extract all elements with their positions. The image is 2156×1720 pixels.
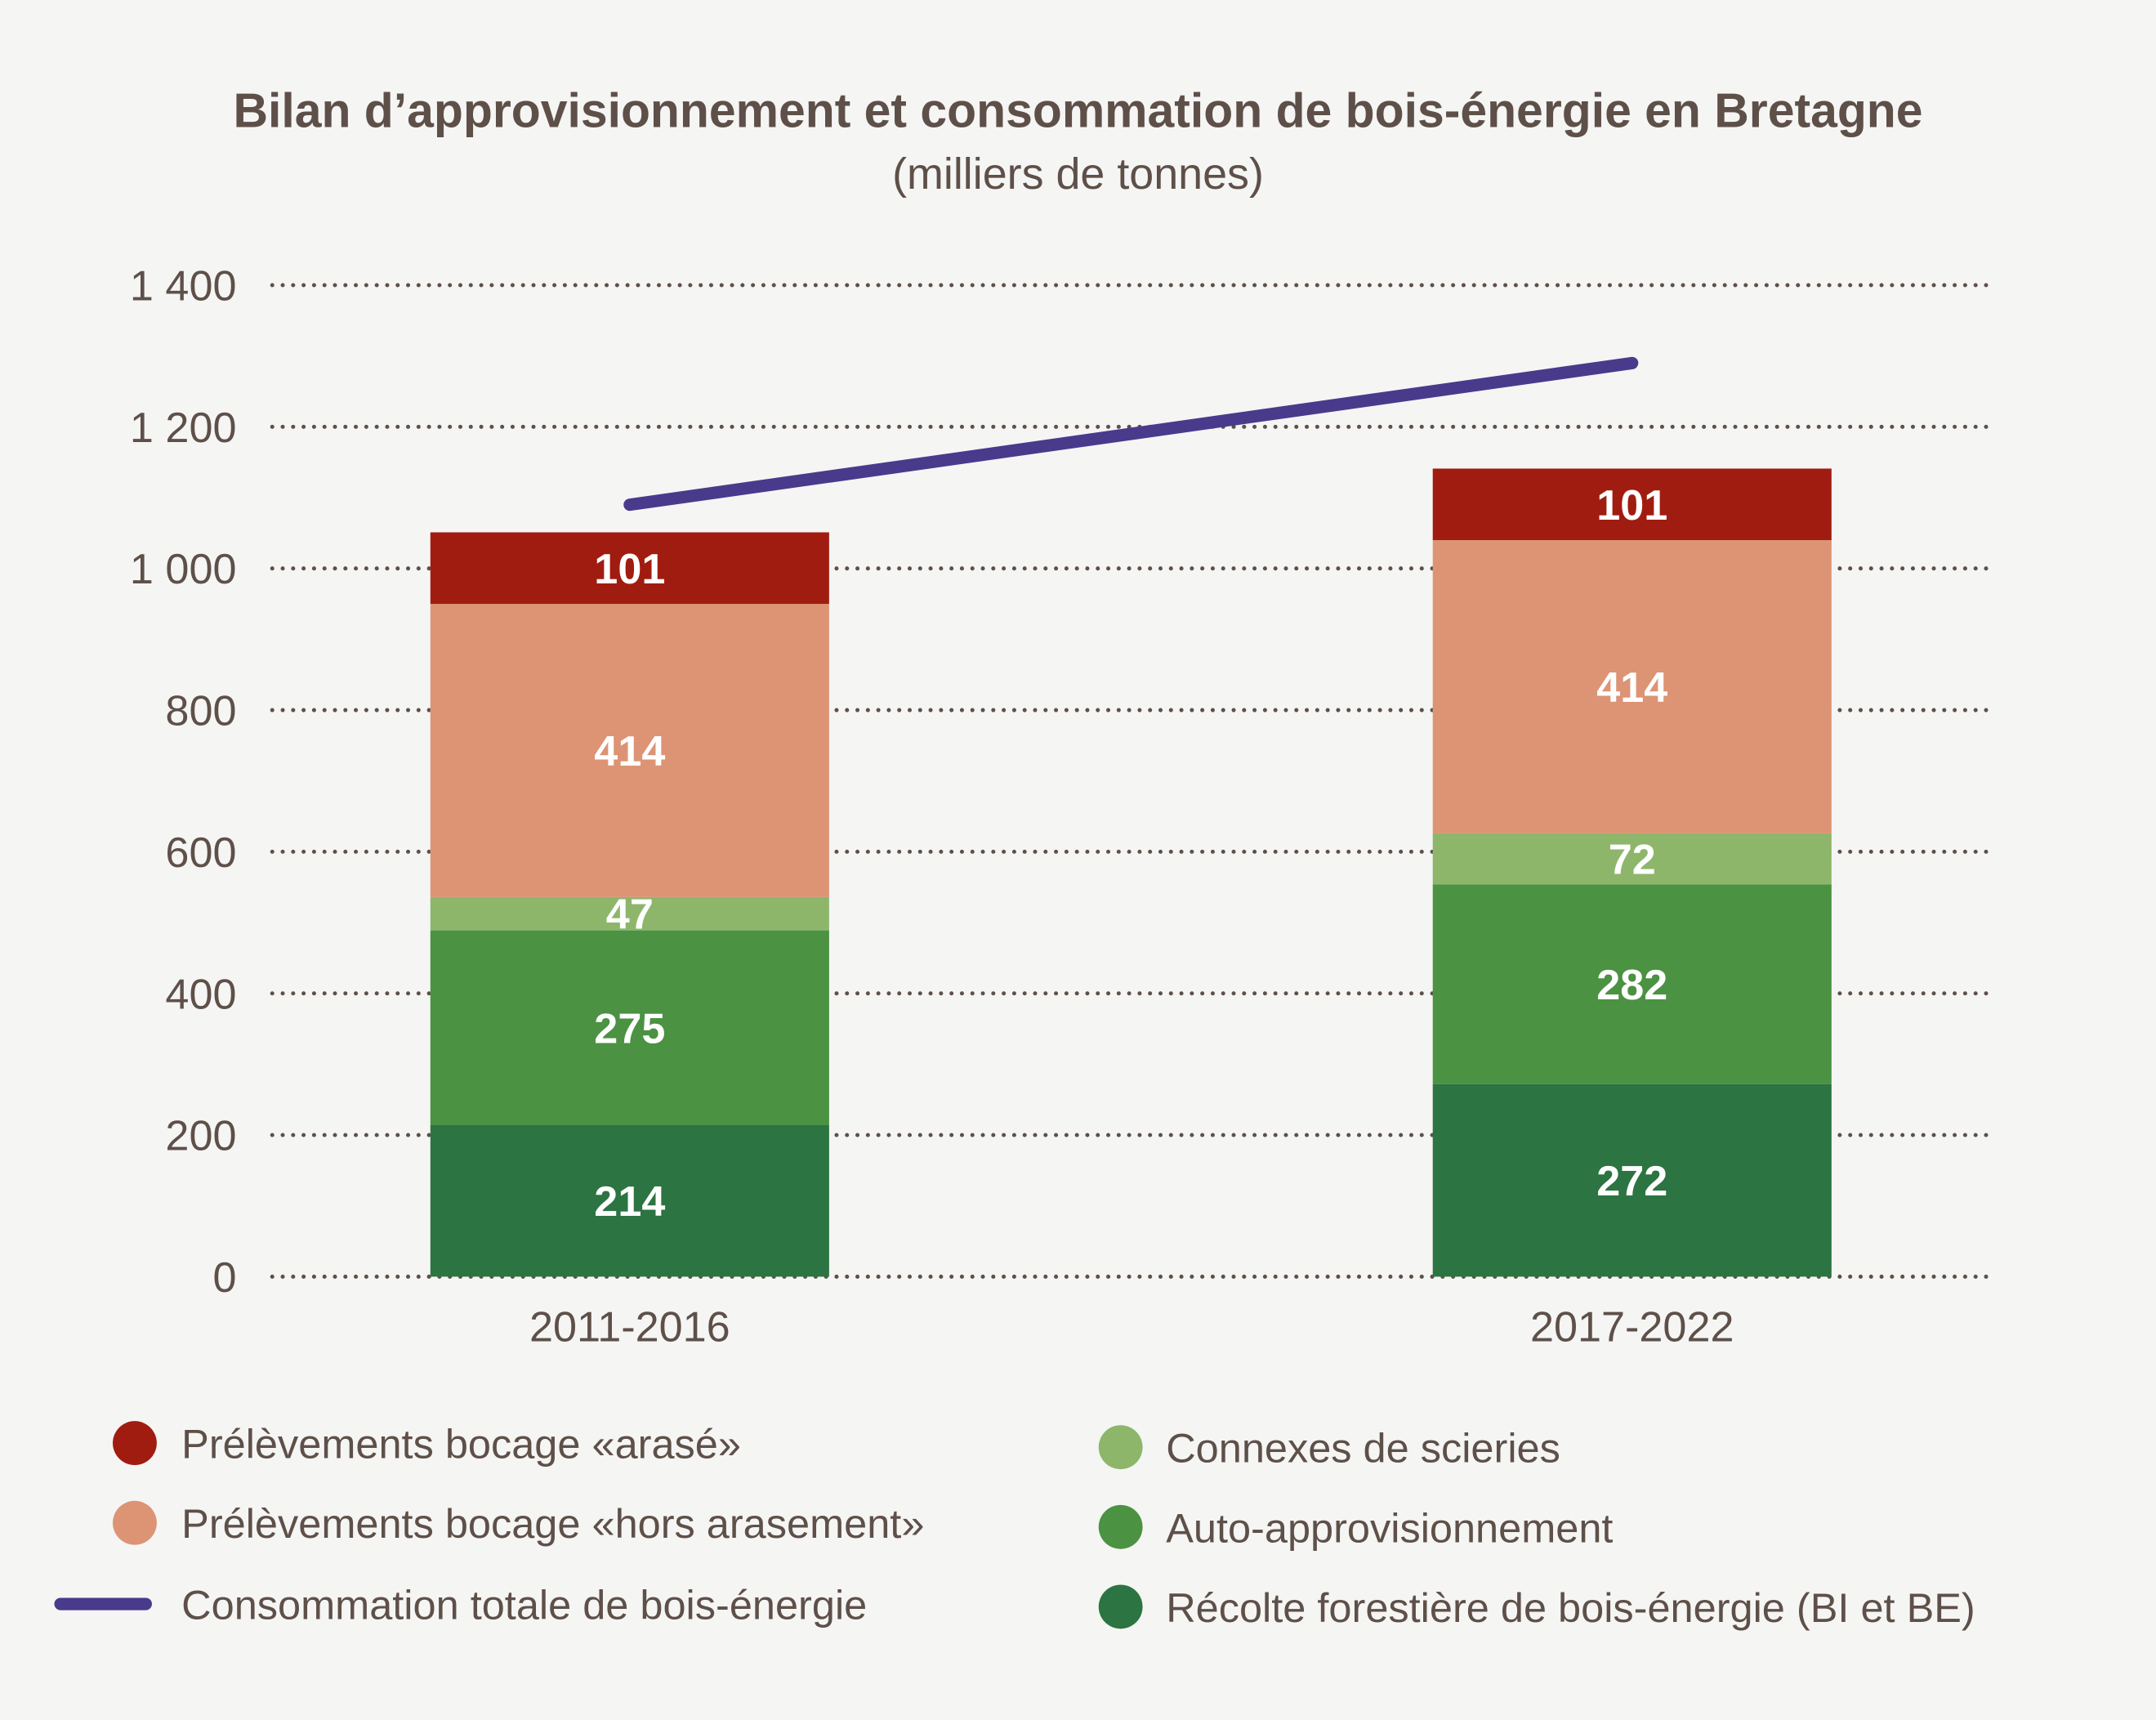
x-tick-label: 2011-2016	[529, 1304, 730, 1351]
legend-label: Consommation totale de bois-énergie	[181, 1582, 867, 1628]
y-tick-label: 1 000	[130, 546, 237, 593]
bar-segment	[1432, 540, 1832, 833]
legend-label: Prélèvements bocage «hors arasement»	[181, 1500, 924, 1547]
data-label: 72	[1609, 837, 1656, 884]
y-tick-label: 1 200	[130, 404, 237, 452]
y-tick-label: 0	[212, 1254, 236, 1302]
legend-label: Récolte forestière de bois-énergie (BI e…	[1166, 1584, 1975, 1631]
chart-subtitle: (milliers de tonnes)	[892, 150, 1264, 199]
bar-segment	[430, 1124, 829, 1277]
data-label: 47	[606, 891, 654, 939]
data-label: 214	[594, 1178, 665, 1226]
data-label: 101	[594, 546, 665, 593]
bar-segment	[430, 532, 829, 605]
x-tick-label: 2017-2022	[1530, 1304, 1734, 1351]
line-total-consumption	[623, 356, 1639, 512]
legend-marker	[1098, 1504, 1143, 1549]
bar-segment	[430, 930, 829, 1125]
y-tick-label: 400	[165, 971, 236, 1018]
legend-marker	[113, 1421, 157, 1466]
data-label: 272	[1596, 1158, 1667, 1205]
y-tick-label: 800	[165, 688, 236, 735]
legend-marker	[113, 1500, 157, 1545]
bar-segment	[1432, 884, 1832, 1084]
legend-marker	[1098, 1425, 1143, 1470]
legend-marker	[1098, 1584, 1143, 1629]
bar-segment	[1432, 833, 1832, 885]
bar-segment	[430, 896, 829, 931]
bar-segment	[1432, 468, 1832, 541]
data-label: 282	[1596, 962, 1667, 1009]
bar-segment	[1432, 1083, 1832, 1277]
legend-label: Connexes de scieries	[1166, 1425, 1560, 1472]
legend-label: Prélèvements bocage «arasé»	[181, 1421, 741, 1468]
y-tick-label: 600	[165, 829, 236, 877]
data-label: 414	[594, 728, 665, 775]
chart-title: Bilan d’approvisionnement et consommatio…	[233, 84, 1922, 137]
data-label: 101	[1596, 482, 1667, 529]
y-tick-label: 200	[165, 1113, 236, 1160]
legend-label: Auto-approvisionnement	[1166, 1504, 1613, 1551]
bar-segment	[430, 604, 829, 897]
data-label: 414	[1596, 664, 1667, 712]
y-tick-label: 1 400	[130, 263, 237, 310]
data-label: 275	[594, 1005, 665, 1052]
